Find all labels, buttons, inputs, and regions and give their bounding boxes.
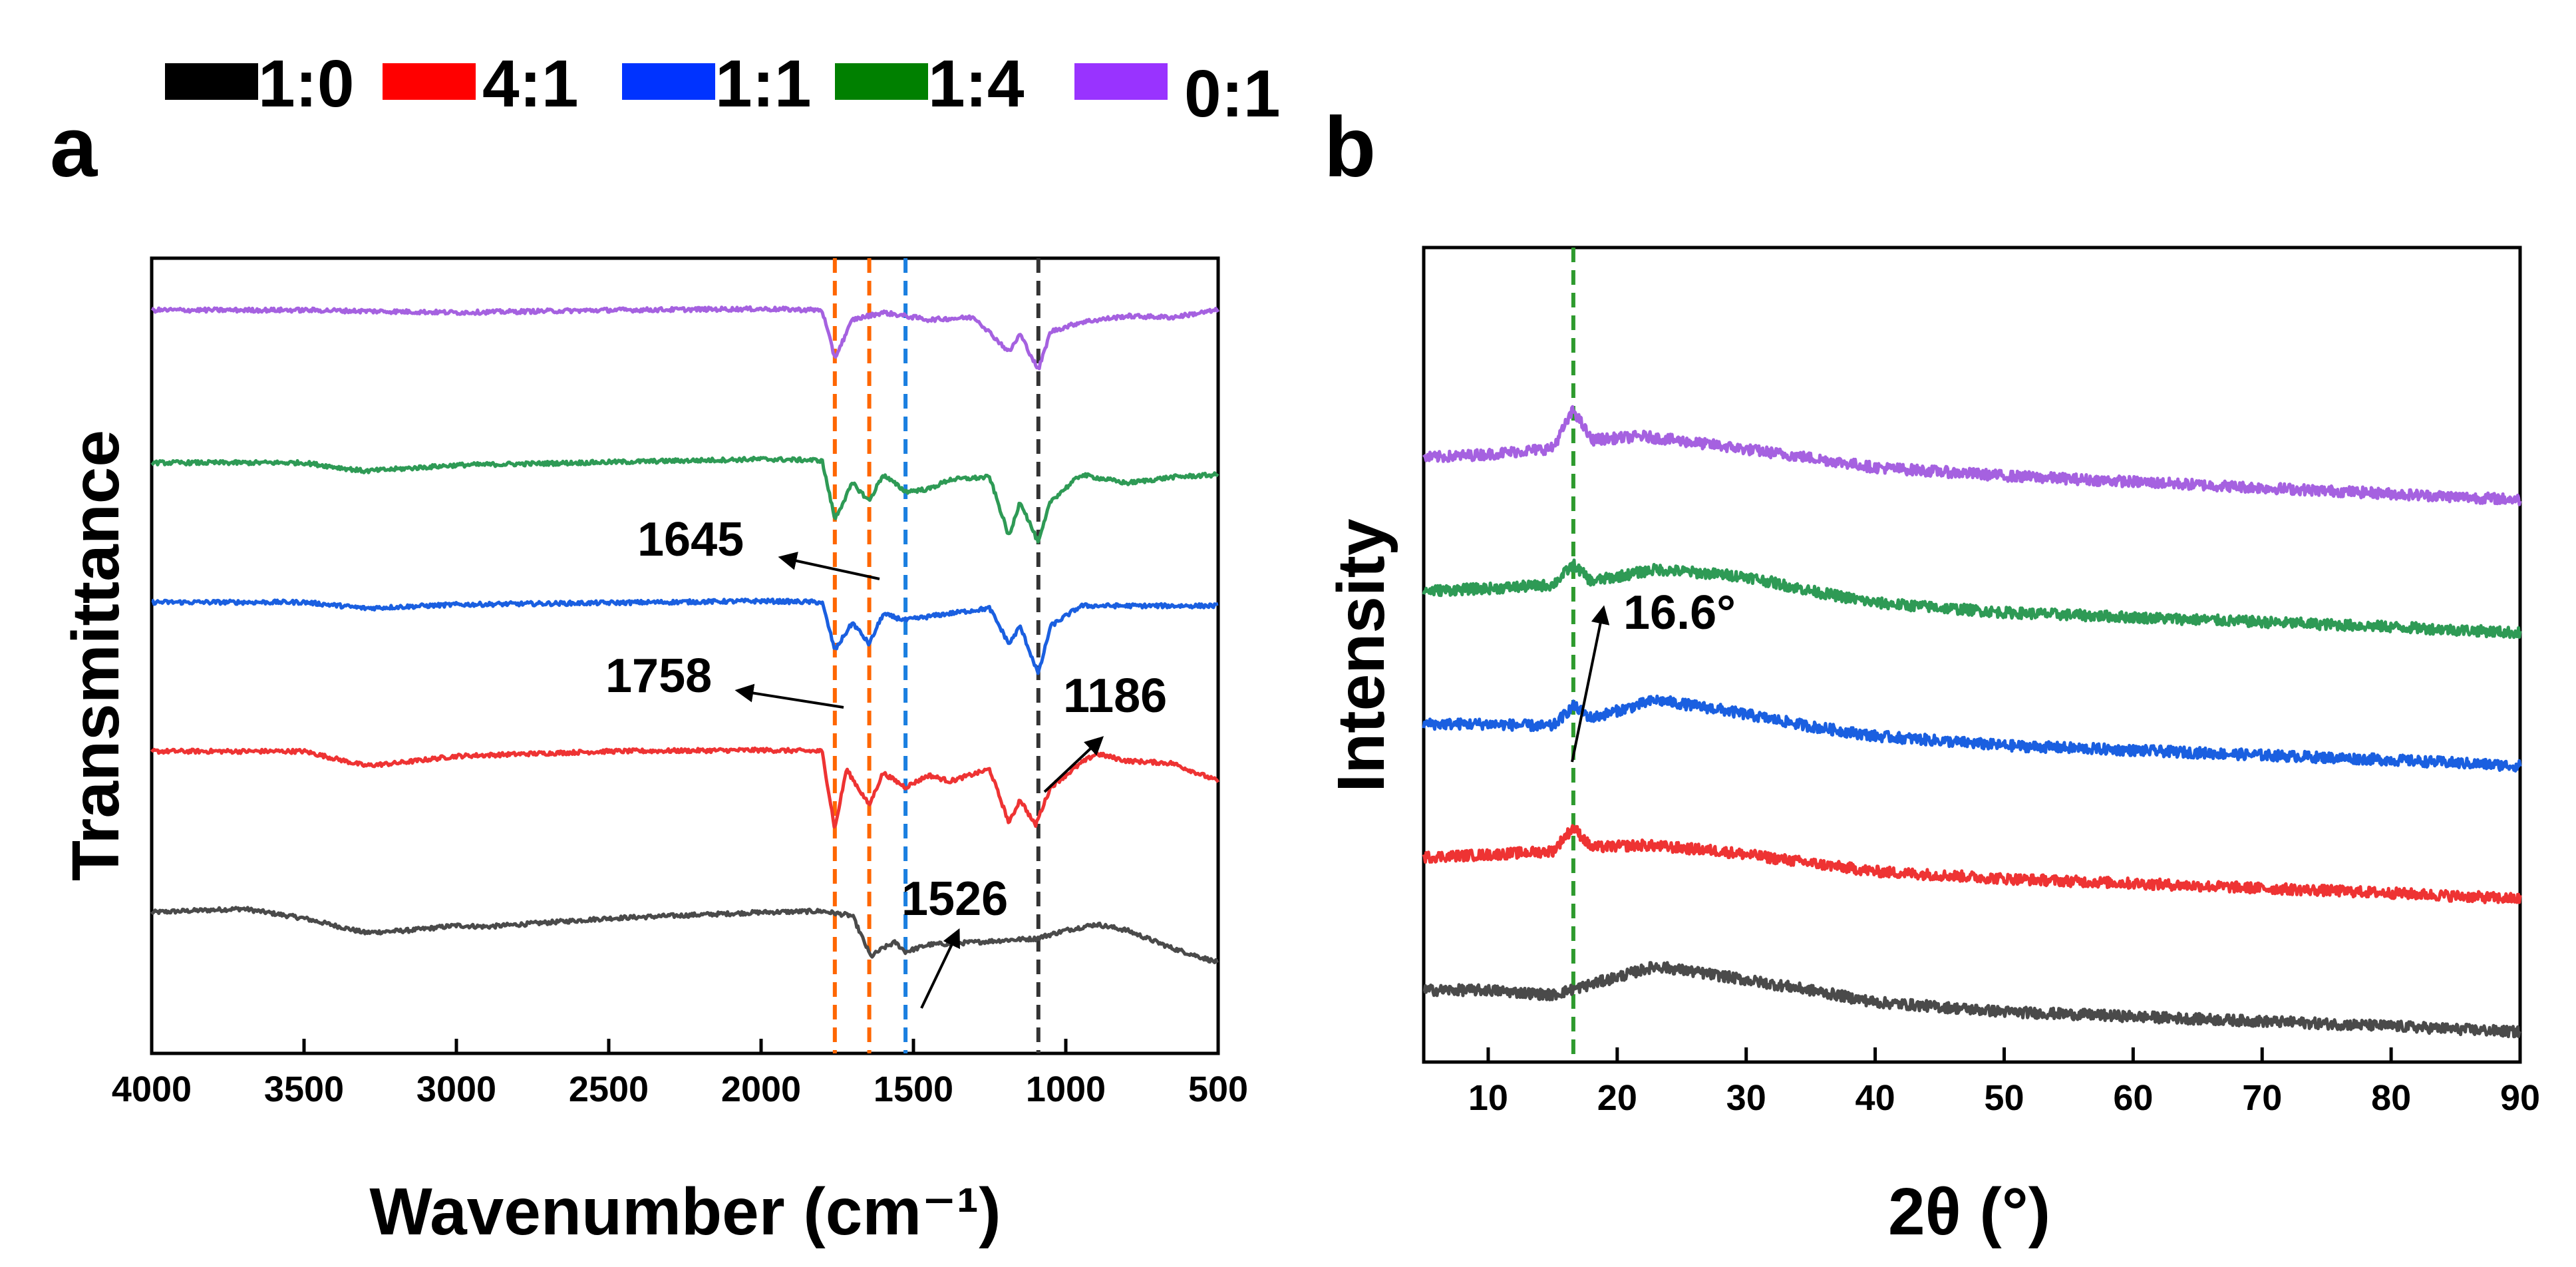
x-tick-label: 500 (1188, 1069, 1248, 1109)
annotation-label: 1645 (637, 513, 744, 566)
series-line-1-4 (1422, 558, 2522, 639)
x-tick-label: 80 (2371, 1078, 2411, 1118)
legend-swatch-3 (622, 63, 715, 100)
legend: 1:0 4:1 1:1 1:4 0:1 (165, 47, 1281, 131)
panel-letter-a: a (50, 100, 98, 195)
annotation-label: 1526 (901, 872, 1008, 926)
x-tick-label: 30 (1726, 1078, 1766, 1118)
x-tick-label: 40 (1855, 1078, 1895, 1118)
annotation-arrow (734, 683, 844, 709)
legend-label-1: 1:0 (258, 47, 355, 121)
series-line-1-1 (1422, 694, 2522, 773)
x-axis-title-a: Wavenumber (cm⁻¹) (369, 1175, 1001, 1249)
series-line-1-0 (1422, 961, 2521, 1039)
legend-label-5: 0:1 (1184, 57, 1281, 131)
annotation-label: 1758 (605, 649, 712, 703)
y-axis-title-a: Transmittance (59, 430, 133, 881)
x-tick-label: 2000 (721, 1069, 801, 1109)
annotations-a: 1645 1758 1186 1526 (605, 513, 1167, 1009)
legend-label-2: 4:1 (482, 47, 579, 121)
series-line-0-1 (1422, 405, 2522, 506)
legend-swatch-2 (383, 63, 476, 100)
series-line-1-0 (150, 906, 1219, 964)
plot-area-b (1422, 246, 2522, 1064)
plot-area-a (150, 256, 1220, 1055)
x-tick-label: 4000 (112, 1069, 192, 1109)
x-tick-label: 60 (2113, 1078, 2153, 1118)
series-line-4-1 (1422, 824, 2522, 904)
annotation-arrow (1571, 605, 1610, 763)
series-group-b (1422, 405, 2522, 1039)
series-line-1-1 (151, 598, 1219, 675)
x-ticks-b: 10 20 30 40 50 60 70 80 90 (1468, 1047, 2540, 1118)
x-tick-label: 3000 (416, 1069, 496, 1109)
annotation-arrow (1043, 736, 1104, 793)
x-tick-label: 1000 (1026, 1069, 1106, 1109)
annotation-label: 1186 (1063, 669, 1167, 723)
x-tick-label: 50 (1984, 1078, 2024, 1118)
x-tick-label: 2500 (569, 1069, 649, 1109)
y-axis-title-b: Intensity (1324, 518, 1398, 793)
annotation-arrow (920, 928, 960, 1009)
x-tick-label: 1500 (874, 1069, 953, 1109)
legend-label-4: 1:4 (928, 47, 1025, 121)
annotation-arrow (778, 552, 880, 580)
x-tick-label: 10 (1468, 1078, 1508, 1118)
x-tick-label: 90 (2500, 1078, 2540, 1118)
legend-swatch-4 (835, 63, 928, 100)
reference-lines-a (832, 258, 1041, 1053)
x-ticks-a: 4000 3500 3000 2500 2000 1500 1000 500 (112, 1039, 1248, 1109)
x-axis-title-b: 2θ (°) (1888, 1175, 2050, 1249)
x-tick-label: 70 (2242, 1078, 2282, 1118)
x-tick-label: 3500 (264, 1069, 344, 1109)
legend-label-3: 1:1 (715, 47, 812, 121)
series-line-1-4 (150, 455, 1219, 544)
series-line-0-1 (150, 305, 1220, 371)
panel-letter-b: b (1324, 100, 1376, 195)
legend-swatch-5 (1074, 63, 1168, 100)
legend-swatch-1 (165, 63, 258, 100)
series-group-a (150, 305, 1220, 964)
annotations-b: 16.6° (1571, 586, 1736, 763)
series-line-4-1 (150, 746, 1220, 829)
annotation-label: 16.6° (1623, 586, 1736, 639)
x-tick-label: 20 (1597, 1078, 1637, 1118)
